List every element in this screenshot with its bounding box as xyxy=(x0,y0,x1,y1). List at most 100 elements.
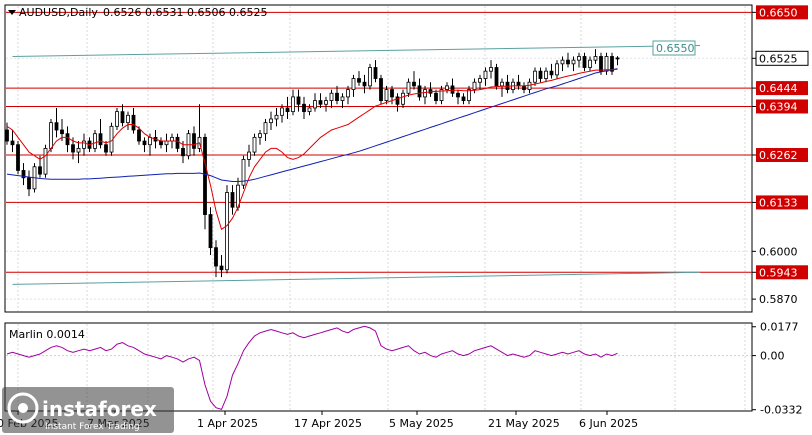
candle-body xyxy=(71,144,75,153)
candle-body xyxy=(571,59,576,65)
candle-body xyxy=(610,56,614,72)
candle-body xyxy=(456,92,460,98)
candle-body xyxy=(494,67,499,87)
candle-body xyxy=(115,111,119,127)
channel-price-box xyxy=(652,40,696,56)
candle-body xyxy=(307,107,312,113)
candle-body xyxy=(131,114,136,131)
channel-line-lower xyxy=(12,271,701,285)
horizontal-levels xyxy=(6,11,752,273)
candle-body xyxy=(406,81,411,94)
candle-body xyxy=(241,159,246,186)
candle-body xyxy=(98,133,103,146)
candle-body xyxy=(362,81,367,87)
level-price-box xyxy=(756,5,808,20)
candle-body xyxy=(467,89,471,101)
candle-body xyxy=(164,140,169,146)
level-price-label: 0.5943 xyxy=(759,266,798,279)
candle-body xyxy=(384,89,389,101)
candle-body xyxy=(549,70,554,76)
candle-body xyxy=(483,70,488,79)
candle-body xyxy=(291,96,295,113)
candle-body xyxy=(395,96,400,105)
channel-lines xyxy=(12,44,701,285)
instaforex-logo: instaforex Instant Forex Trading xyxy=(2,387,174,433)
menu-triangle-icon[interactable] xyxy=(8,10,16,15)
candle-body xyxy=(439,89,444,101)
level-price-box xyxy=(756,148,808,163)
candle-body xyxy=(230,192,235,208)
candle-body xyxy=(38,166,42,175)
candle-body xyxy=(582,56,587,68)
time-tick-label: 21 May 2025 xyxy=(488,417,560,430)
candle-body xyxy=(93,133,97,149)
candle-body xyxy=(269,118,273,124)
candle-body xyxy=(214,247,218,267)
candle-body xyxy=(604,56,609,72)
candle-body xyxy=(49,122,53,149)
candle-body xyxy=(54,122,59,131)
candle-body xyxy=(412,81,416,87)
candle-body xyxy=(263,122,268,135)
logo-dot-icon xyxy=(18,403,28,413)
channel-price-label: 0.6550 xyxy=(656,42,695,55)
candle-body xyxy=(522,85,526,90)
time-tick-label: 6 Jun 2025 xyxy=(579,417,638,430)
level-price-box xyxy=(756,265,808,280)
candle-body xyxy=(82,140,86,149)
candle-body xyxy=(252,136,257,153)
candle-body xyxy=(43,147,48,175)
candle-body xyxy=(489,67,493,72)
logo-ring-icon xyxy=(7,392,39,424)
candle-body xyxy=(120,111,125,124)
time-tick-label: 5 May 2025 xyxy=(389,417,454,430)
candle-body xyxy=(417,85,422,98)
level-price-label: 0.6650 xyxy=(759,6,798,19)
candle-body xyxy=(208,214,213,249)
candle-body xyxy=(274,114,279,120)
candle-body xyxy=(538,70,543,79)
candle-body xyxy=(555,63,559,76)
level-price-label: 0.6133 xyxy=(759,196,798,209)
candle-body xyxy=(478,78,482,83)
candle-body xyxy=(203,136,207,215)
candle-body xyxy=(296,96,301,105)
candle-body xyxy=(148,136,152,146)
candle-body xyxy=(142,140,147,146)
price-axis: 0.6650 0.6525 0.6444 0.6394 0.6262 0.6133 0.60… xyxy=(752,5,809,306)
candle-body xyxy=(346,89,350,98)
price-tick-label: 0.6000 xyxy=(759,245,798,258)
candle-body xyxy=(599,56,603,72)
candle-body xyxy=(126,114,130,124)
candle-body xyxy=(500,81,504,87)
candle-body xyxy=(313,100,317,109)
candle-body xyxy=(461,96,466,101)
candle-body xyxy=(280,107,284,116)
logo-brand: instaforex xyxy=(42,397,157,421)
fast-moving-average xyxy=(6,68,618,231)
candle-body xyxy=(390,89,394,98)
current-price-label: 0.6525 xyxy=(759,52,798,65)
candle-body xyxy=(5,129,9,142)
time-tick-label: 1 Apr 2025 xyxy=(197,417,258,430)
oscillator-line xyxy=(6,325,618,411)
ohlc-label: 0.6526 0.6531 0.6506 0.6525 xyxy=(103,6,267,19)
candle-body xyxy=(544,70,548,79)
candle-body xyxy=(159,140,163,146)
candle-body xyxy=(445,85,449,90)
oscillator-axis: 0.0177 0.00 -0.0332 xyxy=(752,321,802,417)
level-price-box xyxy=(756,195,808,210)
grid xyxy=(6,6,751,410)
slow-moving-average xyxy=(6,68,618,182)
candle-body xyxy=(335,92,339,101)
symbol-label: AUDUSD,Daily xyxy=(19,6,98,19)
price-tick-label: 0.5870 xyxy=(759,293,798,306)
level-price-label: 0.6262 xyxy=(759,149,798,162)
candle-body xyxy=(285,107,290,113)
candle-body xyxy=(516,81,521,87)
candle-body xyxy=(533,70,537,83)
level-price-label: 0.6394 xyxy=(759,100,798,113)
candle-body xyxy=(219,265,224,271)
candle-body xyxy=(450,85,455,94)
candle-body xyxy=(577,56,581,61)
